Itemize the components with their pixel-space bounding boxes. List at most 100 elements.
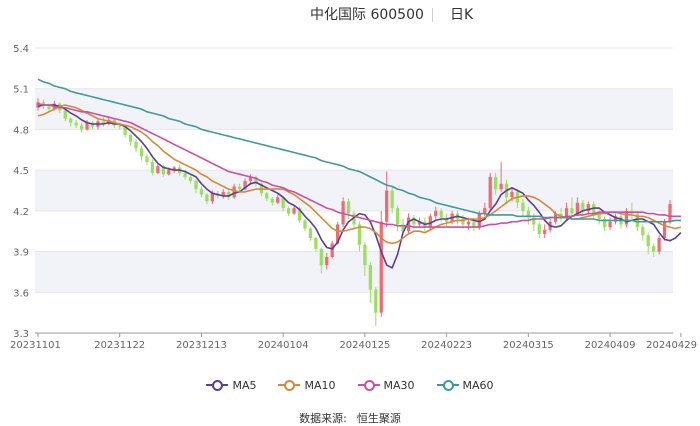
candle: [455, 210, 460, 225]
candle: [581, 200, 585, 217]
candle: [325, 252, 329, 270]
candle: [292, 205, 296, 215]
candle-body: [537, 224, 541, 234]
candle-body: [314, 238, 318, 249]
legend-item-ma5[interactable]: MA5: [206, 376, 256, 394]
x-tick-label: 20231122: [94, 340, 145, 351]
candle-body: [232, 186, 236, 198]
candle-body: [36, 102, 40, 108]
candle: [341, 197, 345, 228]
candle-body: [254, 176, 258, 184]
candle: [357, 221, 362, 252]
y-tick-label: 3.6: [13, 288, 29, 299]
candle-body: [357, 224, 362, 245]
candle-body: [281, 197, 285, 209]
candle-body: [602, 219, 607, 228]
candle-body: [276, 197, 280, 203]
candle: [156, 163, 160, 175]
candle-body: [69, 118, 73, 123]
candle-body: [330, 243, 334, 257]
candle: [188, 174, 193, 184]
candle-body: [243, 181, 247, 190]
candle-body: [134, 141, 138, 149]
chart-title: 中化国际 600500: [310, 7, 424, 23]
chart-header: 中化国际 600500 日K: [0, 4, 700, 26]
legend-item-ma10[interactable]: MA10: [278, 376, 336, 394]
candle-body: [385, 190, 389, 222]
candle-body: [406, 217, 411, 232]
candle-body: [336, 224, 340, 244]
candle-body: [668, 204, 672, 222]
candle: [254, 175, 258, 187]
candle-body: [156, 166, 160, 173]
y-tick-label: 4.5: [13, 166, 29, 177]
legend-label: MA10: [304, 378, 336, 392]
x-tick-label: 20240429: [646, 340, 697, 351]
candle-body: [466, 221, 471, 225]
candle: [608, 217, 612, 230]
candle: [205, 193, 209, 205]
period-label: 日K: [450, 7, 474, 23]
legend-swatch: [206, 379, 229, 391]
candle: [139, 145, 144, 161]
candle: [363, 242, 367, 276]
legend-label: MA5: [232, 378, 257, 392]
candle-body: [368, 265, 372, 290]
x-tick-label: 20240223: [421, 340, 472, 351]
candle-body: [635, 213, 639, 228]
chart-legend: MA5 MA10 MA30 MA60: [0, 376, 700, 394]
candle: [319, 247, 323, 274]
candle-body: [172, 167, 176, 171]
candle-body: [499, 183, 503, 190]
candle-body: [477, 213, 481, 228]
legend-swatch: [436, 379, 459, 391]
candle: [74, 119, 78, 129]
candle-body: [85, 122, 89, 130]
candle-body: [265, 193, 269, 199]
candle-body: [227, 191, 231, 198]
candle-body: [586, 204, 590, 211]
candle-body: [188, 176, 193, 181]
moving-average-lines: [37, 78, 682, 269]
grid-band: [35, 251, 673, 293]
candle-body: [483, 208, 487, 214]
candle-body: [646, 235, 650, 247]
candle: [668, 200, 672, 225]
candle-body: [237, 186, 242, 190]
legend-item-ma60[interactable]: MA60: [436, 376, 494, 394]
candle: [395, 205, 400, 232]
y-tick-label: 3.9: [13, 248, 29, 259]
candle-body: [128, 134, 133, 142]
candle: [602, 216, 607, 232]
candle-body: [510, 191, 514, 198]
candle-body: [564, 208, 569, 218]
candle: [646, 232, 650, 255]
candle: [390, 186, 394, 214]
series-line-ma60: [37, 78, 681, 223]
candle-body: [292, 208, 296, 214]
candle-body: [139, 148, 144, 157]
candle: [221, 189, 225, 199]
candle-body: [319, 248, 323, 266]
candle-body: [575, 202, 580, 214]
candle: [150, 159, 155, 176]
candle-body: [161, 166, 165, 175]
candle-body: [417, 221, 422, 225]
candle: [248, 174, 253, 184]
candle-body: [641, 227, 645, 236]
y-tick-label: 4.8: [13, 125, 29, 136]
candle: [652, 243, 656, 257]
candle-body: [461, 219, 465, 225]
candle-body: [199, 189, 204, 195]
candle: [352, 210, 356, 230]
x-tick-label: 20231101: [10, 340, 61, 351]
candle: [145, 153, 149, 165]
candle-body: [346, 201, 351, 214]
legend-item-ma30[interactable]: MA30: [357, 376, 415, 394]
candle-body: [412, 217, 416, 225]
candle: [657, 235, 661, 255]
candle: [194, 179, 198, 194]
data-source-value: 恒生聚源: [356, 412, 401, 425]
candle-body: [624, 210, 629, 225]
candle: [385, 171, 389, 228]
